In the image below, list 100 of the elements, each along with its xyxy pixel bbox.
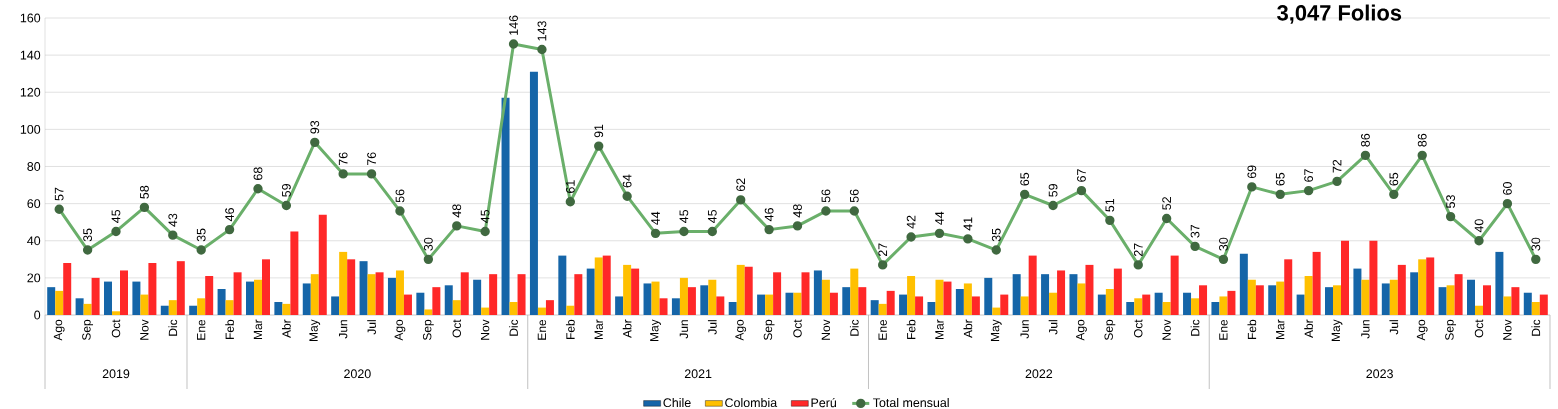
data-label: 40 [1474, 219, 1484, 233]
bar [140, 294, 149, 315]
bar [1312, 251, 1321, 315]
data-label: 56 [849, 189, 859, 203]
bar [813, 270, 822, 315]
bar [1483, 285, 1491, 315]
bar [615, 296, 624, 315]
bar [829, 292, 838, 315]
x-tick-label: Oct [452, 319, 461, 338]
bar [708, 279, 717, 315]
bar [1381, 283, 1390, 315]
bar [1154, 292, 1163, 315]
data-label: 30 [1531, 237, 1541, 251]
bar [1446, 285, 1455, 315]
bar [558, 255, 567, 315]
x-tick-label: Feb [225, 319, 234, 339]
data-label: 44 [935, 211, 944, 225]
bar [509, 302, 518, 315]
bar [55, 290, 64, 315]
y-tick-label: 100 [20, 124, 41, 134]
x-tick-label: Ene [197, 319, 206, 340]
bar [452, 300, 461, 315]
bar [687, 287, 696, 315]
bar [1057, 270, 1066, 315]
bar [537, 307, 546, 315]
y-tick-label: 0 [34, 310, 41, 320]
bar [261, 259, 270, 315]
x-tick-label: May [1331, 319, 1343, 341]
bar [915, 296, 924, 315]
x-tick-label: Oct [1474, 319, 1484, 338]
data-label: 56 [395, 189, 405, 203]
bar [225, 300, 234, 315]
data-label: 60 [1503, 182, 1512, 195]
data-label: 67 [1304, 169, 1314, 182]
data-label: 72 [1332, 159, 1342, 173]
data-label: 30 [423, 237, 433, 251]
bar [1539, 294, 1548, 315]
bar [1503, 296, 1512, 315]
bar [1049, 292, 1058, 315]
data-label: 42 [906, 215, 916, 229]
bar [1255, 285, 1264, 315]
bar [148, 263, 157, 315]
bar [651, 281, 660, 315]
data-label: 57 [54, 187, 64, 201]
x-tick-label: Dic [1531, 319, 1541, 336]
data-label: 76 [338, 152, 348, 166]
bar [773, 272, 782, 315]
bar [1284, 259, 1293, 315]
bar [1268, 285, 1277, 315]
bar [112, 311, 120, 315]
bar [104, 281, 112, 315]
data-label: 86 [1361, 133, 1370, 147]
data-label: 56 [821, 189, 831, 203]
x-tick-label: Jun [679, 320, 689, 339]
x-tick-label: Abr [1304, 319, 1314, 338]
data-label: 61 [565, 180, 575, 193]
x-tick-label: Ago [1076, 319, 1087, 341]
bar [757, 294, 766, 315]
bar [927, 302, 936, 315]
data-label: 146 [509, 15, 518, 35]
bar [331, 296, 340, 315]
bar [197, 298, 206, 315]
bar [233, 272, 242, 315]
x-tick-label: Ago [394, 319, 406, 341]
x-tick-label: Ago [53, 319, 65, 341]
x-tick-label: Sep [422, 319, 434, 341]
bar [302, 283, 311, 315]
x-tick-label: Ene [878, 319, 887, 340]
data-label: 59 [1048, 184, 1058, 197]
bar [529, 71, 538, 315]
bar [1247, 279, 1256, 315]
bar [1531, 302, 1540, 315]
bar [858, 287, 867, 315]
bar [793, 292, 802, 315]
data-label: 27 [1133, 243, 1143, 257]
bar [1523, 292, 1532, 315]
x-tick-label: Ene [537, 319, 547, 340]
x-tick-label: Mar [594, 319, 603, 339]
bar [424, 309, 433, 315]
bar [1191, 298, 1200, 315]
bar [574, 274, 583, 315]
x-tick-label: May [650, 319, 661, 341]
bar [1296, 294, 1305, 315]
bar [395, 270, 404, 315]
bar [132, 281, 141, 315]
legend-label: Colombia [725, 397, 778, 408]
data-label: 143 [537, 21, 547, 41]
x-tick-label: Ago [735, 319, 747, 341]
bar [1097, 294, 1106, 315]
bar [744, 266, 753, 315]
bar [1162, 302, 1171, 315]
bar [659, 298, 668, 315]
bar [282, 303, 291, 315]
bar [189, 305, 198, 315]
bar [1353, 268, 1362, 315]
bar [631, 268, 640, 315]
x-tick-label: Abr [963, 319, 973, 338]
y-tick-label: 140 [20, 50, 41, 60]
bar [1183, 292, 1192, 315]
bar [566, 305, 575, 315]
